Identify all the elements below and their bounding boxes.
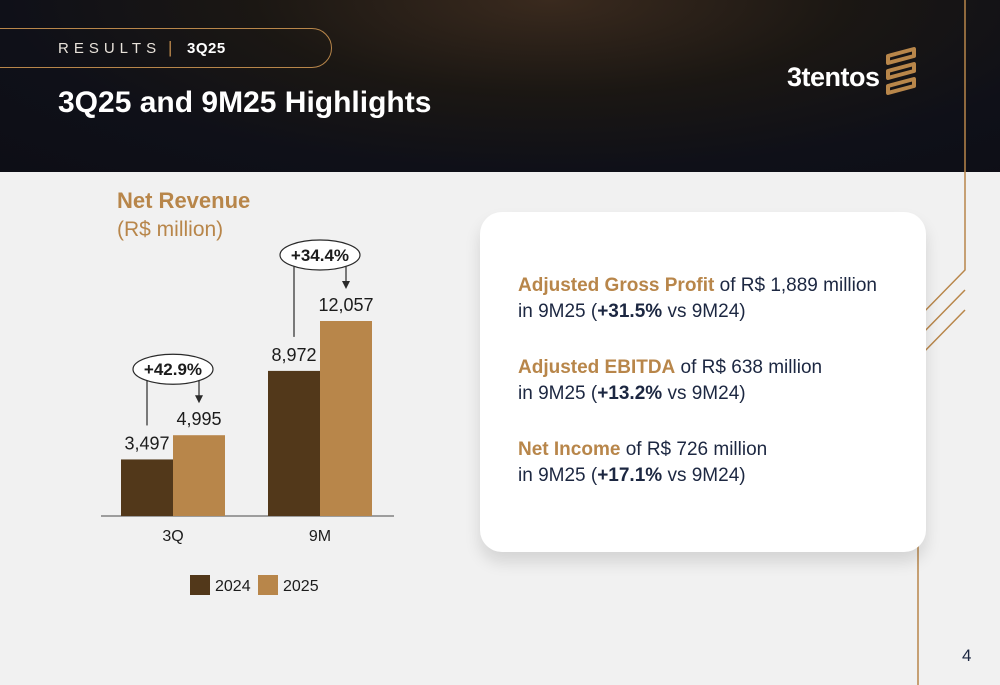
growth-ellipse xyxy=(279,239,361,271)
period-text: in 9M25 ( xyxy=(518,301,598,322)
bar-2025-3Q xyxy=(173,435,225,516)
chart-title: Net Revenue xyxy=(117,188,251,213)
metric-name: Adjusted Gross Profit xyxy=(518,275,715,296)
logo-mark-icon xyxy=(886,47,916,95)
category-label-3Q: 3Q xyxy=(162,528,183,545)
bar-2025-9M xyxy=(320,321,372,516)
legend-label-2024: 2024 xyxy=(215,578,251,595)
highlights-card xyxy=(480,212,926,552)
header-banner: RESULTS | 3Q25 3Q25 and 9M25 Highlights … xyxy=(0,0,1000,172)
period-text: in 9M25 ( xyxy=(518,465,598,486)
section-separator: | xyxy=(168,38,173,57)
period-text: in 9M25 ( xyxy=(518,383,598,404)
section-label: RESULTS xyxy=(58,40,162,57)
data-label: 8,972 xyxy=(271,345,316,365)
bar-2024-3Q xyxy=(121,459,173,516)
results-pill xyxy=(0,28,332,68)
growth-label: +34.4% xyxy=(291,246,349,265)
data-label: 12,057 xyxy=(318,295,373,315)
metric-change: +17.1% xyxy=(597,465,663,486)
metric-name: Adjusted EBITDA xyxy=(518,357,676,378)
metric-value: of R$ 726 million xyxy=(620,439,768,460)
legend-swatch-2024 xyxy=(190,575,210,595)
metric-value: of R$ 1,889 million xyxy=(714,275,878,296)
quarter-label: 3Q25 xyxy=(187,40,226,57)
comparison-text: vs 9M24) xyxy=(662,383,746,404)
comparison-text: vs 9M24) xyxy=(662,465,746,486)
growth-label: +42.9% xyxy=(144,360,202,379)
net-revenue-chart: 3,497 4,995 3Q +42.9% 8,972 12,057 9M +34.4% 202… xyxy=(101,239,394,595)
highlight-item-gross-profit: Adjusted Gross Profit of R$ 1,889 millio… xyxy=(518,273,877,325)
bar-2024-9M xyxy=(268,370,320,516)
highlight-item-ebitda: Adjusted EBITDA of R$ 638 million in 9M2… xyxy=(518,355,822,407)
metric-change: +13.2% xyxy=(597,383,663,404)
legend-swatch-2025 xyxy=(258,575,278,595)
chart-subtitle: (R$ million) xyxy=(117,218,224,241)
comparison-text: vs 9M24) xyxy=(662,301,746,322)
highlight-item-net-income: Net Income of R$ 726 million in 9M25 (+1… xyxy=(518,437,767,489)
metric-name: Net Income xyxy=(518,439,621,460)
legend-label-2025: 2025 xyxy=(283,578,319,595)
metric-value: of R$ 638 million xyxy=(675,357,823,378)
growth-arrow-head xyxy=(342,281,350,289)
growth-arrow-head xyxy=(195,395,203,404)
category-label-9M: 9M xyxy=(309,528,331,545)
page-number: 4 xyxy=(962,646,972,665)
metric-change: +31.5% xyxy=(597,301,663,322)
data-label: 3,497 xyxy=(124,433,169,453)
data-label: 4,995 xyxy=(176,409,221,429)
logo-text: 3tentos xyxy=(787,62,880,92)
growth-ellipse xyxy=(132,353,214,385)
page-title: 3Q25 and 9M25 Highlights xyxy=(58,86,432,119)
